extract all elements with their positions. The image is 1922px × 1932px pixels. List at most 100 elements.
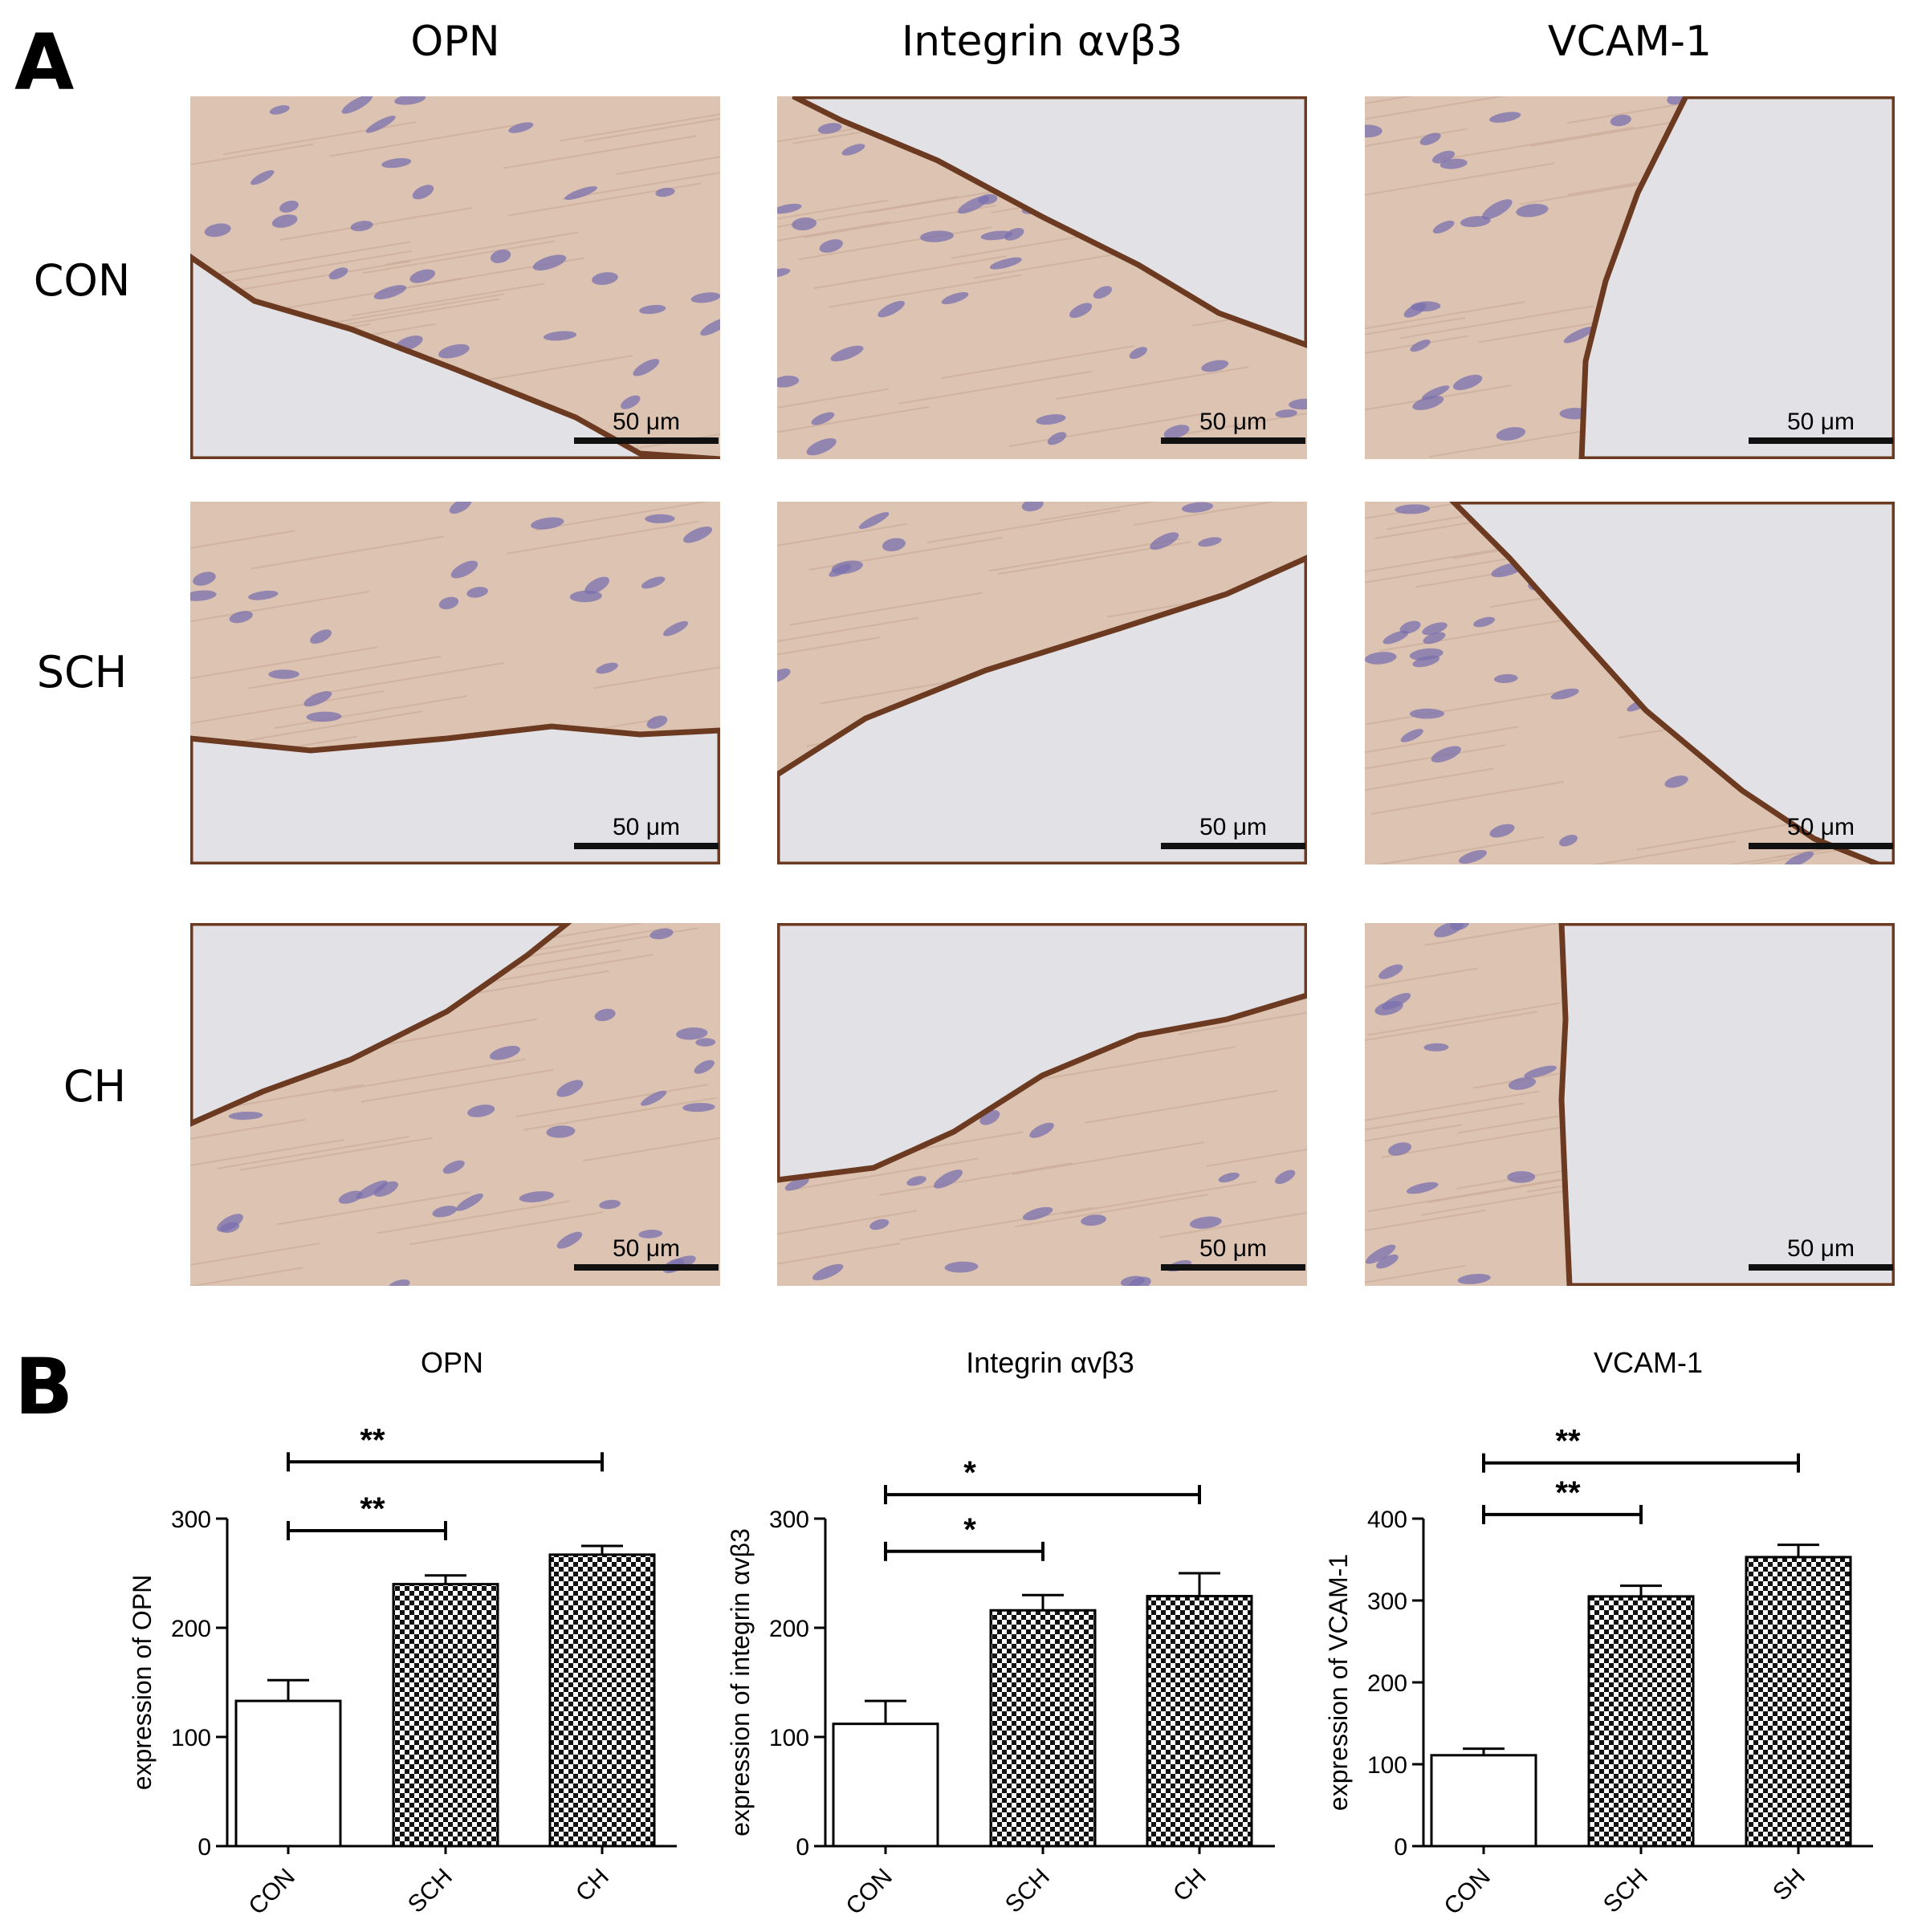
cell-nucleus [1289, 398, 1307, 410]
fibre-streak [222, 121, 417, 156]
micrograph-image [1365, 96, 1895, 459]
fibre-streak [218, 250, 412, 284]
cell-nucleus [1395, 504, 1431, 515]
scale-bar-label: 50 μm [1787, 814, 1855, 840]
cell-nucleus [1452, 374, 1483, 391]
scale-bar-line [1749, 843, 1893, 849]
fibre-streak [503, 135, 697, 169]
fibre-streak [409, 1211, 603, 1246]
fibre-streak [1206, 1148, 1307, 1167]
fibre-streak [1370, 781, 1565, 816]
fibre-streak [789, 592, 983, 626]
cell-nucleus [594, 1008, 616, 1022]
cell-nucleus [491, 249, 511, 263]
fibre-streak [1367, 1178, 1561, 1213]
cell-nucleus [596, 662, 618, 674]
x-tick-label: CH [571, 1864, 614, 1907]
scale-bar-line [1749, 1264, 1893, 1271]
scale-bar-line [1161, 843, 1305, 849]
cell-nucleus [220, 1222, 240, 1233]
bar-sch [392, 1583, 499, 1848]
fibre-streak [607, 433, 720, 454]
cell-nucleus [584, 576, 609, 595]
fibre-streak [583, 1137, 720, 1162]
y-tick-label: 400 [1367, 1507, 1407, 1533]
fibre-streak [828, 274, 1022, 308]
chart-title: VCAM-1 [1594, 1346, 1703, 1379]
scale-bar: 50 μm [1161, 405, 1305, 444]
cell-nucleus [328, 267, 348, 280]
micrograph-sch-integrin: 50 μm [777, 502, 1307, 864]
cell-nucleus [1029, 1122, 1054, 1138]
fibre-streak [616, 156, 720, 176]
micrograph-con-integrin: 50 μm [777, 96, 1307, 459]
cell-nucleus [906, 1176, 926, 1186]
cell-nucleus [941, 291, 969, 305]
fibre-streak [360, 1068, 554, 1103]
column-title-opn: OPN [410, 18, 500, 66]
fibre-streak [523, 1096, 717, 1131]
scale-bar: 50 μm [1161, 1232, 1305, 1271]
micrograph-image [777, 96, 1307, 459]
bar-ch [1146, 1595, 1253, 1848]
micrograph-con-opn: 50 μm [190, 96, 720, 459]
cell-nucleus [1419, 132, 1441, 145]
significance-label: ** [1555, 1475, 1581, 1511]
chart-title: OPN [421, 1346, 483, 1379]
cell-nucleus [690, 292, 720, 303]
fibre-streak [593, 666, 720, 689]
cell-nucleus [1163, 425, 1190, 439]
fibre-streak [190, 590, 370, 623]
cell-nucleus [1047, 432, 1067, 445]
bar-con [1430, 1754, 1537, 1848]
fibre-streak [250, 535, 445, 570]
scale-bar: 50 μm [574, 811, 719, 849]
fibre-streak [898, 370, 1093, 405]
cell-nucleus [1410, 340, 1431, 352]
cell-nucleus [356, 1180, 388, 1199]
fibre-streak [1178, 1011, 1307, 1035]
y-axis-label: expression of OPN [128, 1575, 157, 1791]
cell-nucleus [556, 1080, 584, 1097]
cell-nucleus [373, 1181, 398, 1197]
fibre-streak [1424, 923, 1564, 946]
micrograph-image [777, 502, 1307, 864]
cell-nucleus [394, 96, 426, 105]
x-tick-label: SCH [1000, 1864, 1055, 1918]
cell-nucleus [1507, 1171, 1536, 1183]
cell-nucleus [682, 526, 713, 543]
cell-nucleus [1431, 746, 1461, 763]
cell-nucleus [1458, 850, 1488, 864]
fibre-streak [274, 695, 467, 730]
y-tick-label: 0 [1394, 1834, 1407, 1861]
row-label-ch: CH [63, 1061, 127, 1112]
fibre-streak [268, 278, 462, 312]
x-tick-label: CON [841, 1864, 897, 1920]
cell-nucleus [633, 359, 660, 376]
fibre-streak [1365, 1011, 1537, 1042]
fibre-streak [1365, 96, 1506, 120]
fibre-streak [1055, 366, 1249, 401]
scale-bar-label: 50 μm [613, 409, 680, 435]
cell-nucleus [1422, 622, 1448, 636]
cell-nucleus [1022, 1206, 1053, 1221]
cell-nucleus [1378, 964, 1403, 979]
scale-bar-line [574, 1264, 719, 1271]
cell-nucleus [1493, 673, 1518, 683]
cell-nucleus [1450, 923, 1470, 930]
cell-nucleus [1382, 630, 1409, 645]
cell-nucleus [489, 1045, 520, 1060]
cell-nucleus [303, 691, 332, 707]
fibre-streak [1158, 1211, 1307, 1239]
panel-b-label: B [14, 1342, 74, 1432]
fibre-streak [279, 206, 473, 241]
cell-nucleus [777, 268, 791, 279]
fibre-streak [1728, 843, 1857, 864]
cell-nucleus [1387, 1142, 1411, 1156]
cell-nucleus [784, 1178, 809, 1191]
y-tick-label: 100 [171, 1725, 211, 1751]
fibre-streak [927, 509, 1121, 543]
fibre-streak [1085, 1089, 1278, 1124]
cell-nucleus [869, 1218, 890, 1230]
fibre-streak [1365, 335, 1469, 355]
